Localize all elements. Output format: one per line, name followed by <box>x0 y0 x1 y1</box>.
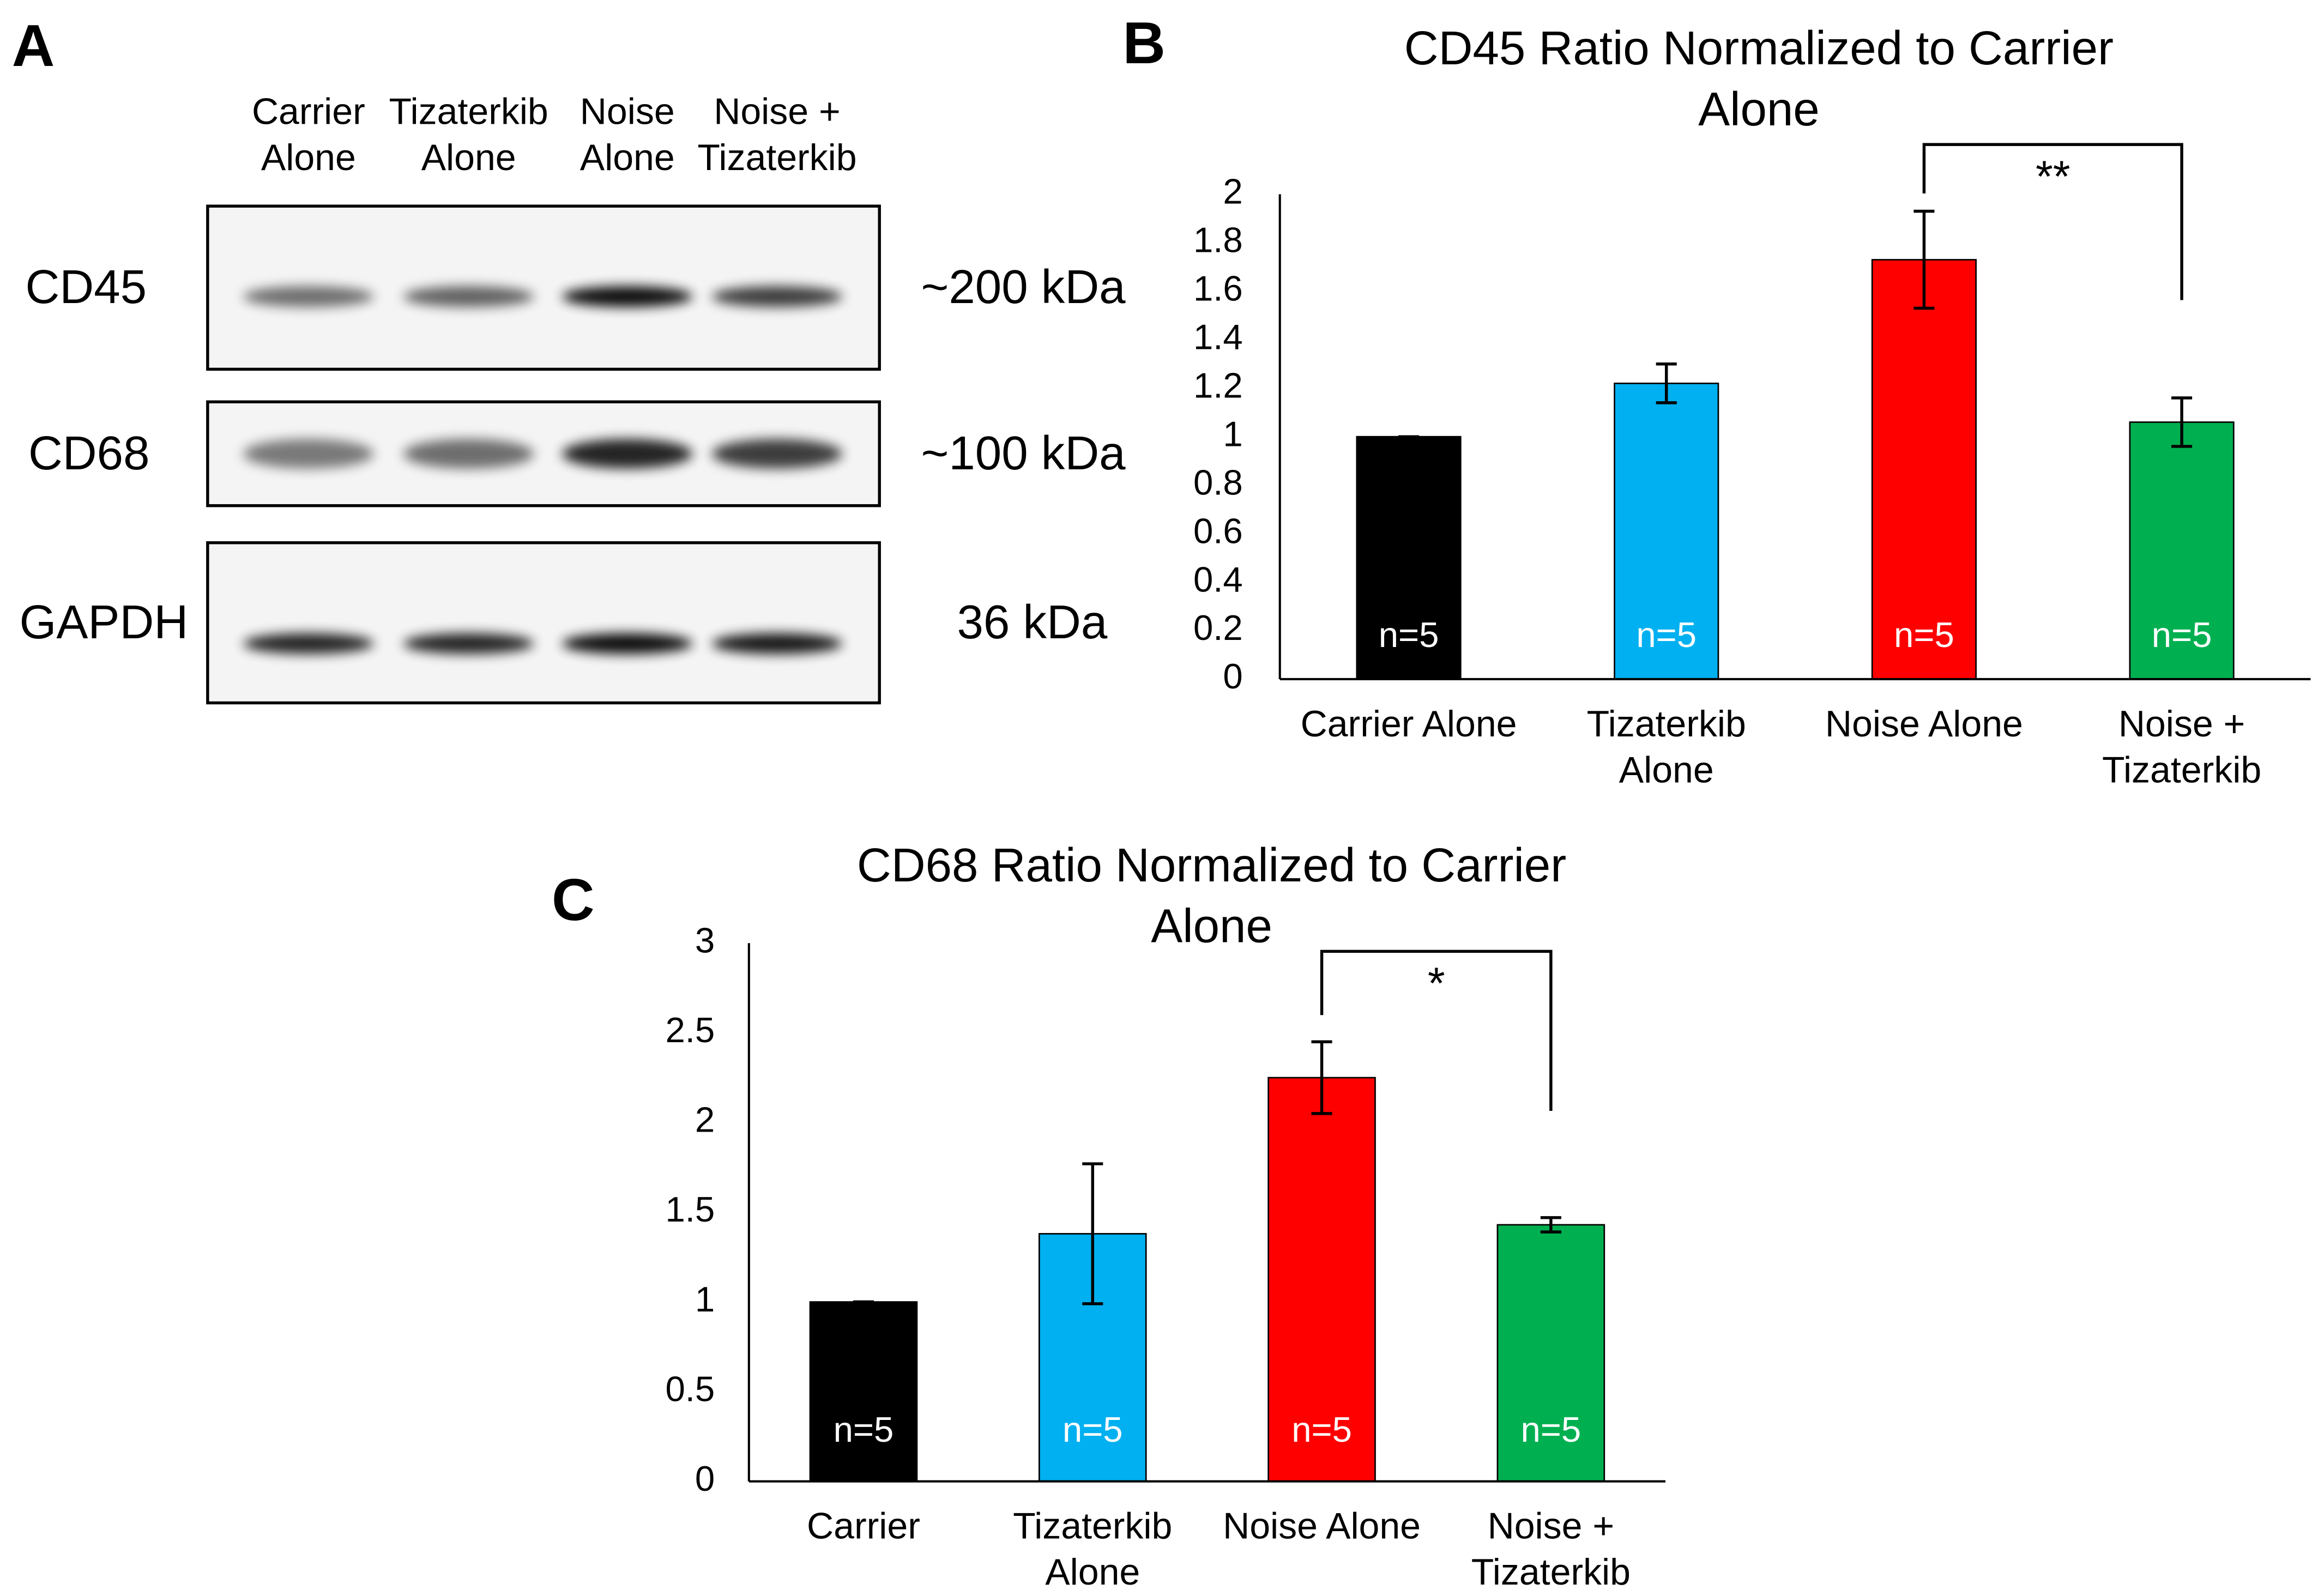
lane-label: Noise <box>580 90 675 132</box>
y-tick-label: 0.5 <box>666 1369 715 1408</box>
y-tick-label: 1.4 <box>1193 317 1243 357</box>
x-tick-label: Carrier <box>807 1506 920 1547</box>
x-tick-label: Noise + <box>1488 1506 1614 1547</box>
blot-band <box>562 286 693 307</box>
bar-label: n=5 <box>1063 1410 1123 1449</box>
bar-label: n=5 <box>1894 615 1954 655</box>
blot-band <box>711 286 843 307</box>
y-tick-label: 0.8 <box>1193 462 1243 502</box>
blot-band <box>562 633 693 654</box>
x-tick-label: Tizaterkib <box>2102 749 2261 790</box>
x-tick-label: Noise Alone <box>1223 1506 1421 1547</box>
blot-band <box>403 439 534 469</box>
y-tick-label: 3 <box>695 920 715 960</box>
x-tick-label: Tizaterkib <box>1587 703 1746 745</box>
bar-label: n=5 <box>2152 615 2212 655</box>
bar <box>1267 1077 1376 1483</box>
y-tick-label: 2.5 <box>666 1010 715 1050</box>
bar-label: n=5 <box>1521 1410 1581 1449</box>
x-tick-label: Tizaterkib <box>1471 1551 1631 1593</box>
lane-label: Tizaterkib <box>389 90 548 132</box>
panel-label: B <box>1122 10 1166 76</box>
bar <box>2129 421 2235 680</box>
x-tick-label: Tizaterkib <box>1013 1506 1172 1547</box>
y-tick-label: 0.6 <box>1193 511 1243 551</box>
bar <box>1871 259 1977 680</box>
blot-band <box>711 633 843 654</box>
chart-title: Alone <box>1698 83 1820 136</box>
blot-band <box>711 439 843 469</box>
lane-label: Alone <box>261 137 356 178</box>
panel-label: C <box>552 867 595 933</box>
x-tick-label: Noise + <box>2118 703 2245 745</box>
y-tick-label: 2 <box>695 1100 715 1140</box>
y-tick-label: 1.5 <box>666 1189 715 1229</box>
lane-label: Tizaterkib <box>697 137 856 178</box>
protein-label: CD45 <box>26 261 147 313</box>
lane-label: Alone <box>580 137 675 178</box>
blot-band <box>243 286 374 307</box>
bar-label: n=5 <box>1291 1410 1352 1449</box>
blot-band <box>562 439 693 469</box>
protein-label: CD68 <box>28 427 150 480</box>
chart-title: CD45 Ratio Normalized to Carrier <box>1404 22 2114 75</box>
y-tick-label: 0 <box>695 1459 715 1498</box>
significance-label: * <box>1428 959 1445 1008</box>
y-tick-label: 0.4 <box>1193 559 1243 599</box>
significance-label: ** <box>2036 152 2070 202</box>
blot-band <box>243 633 374 654</box>
bar-label: n=5 <box>1636 615 1697 655</box>
bar <box>1496 1224 1605 1483</box>
x-tick-label: Alone <box>1619 749 1714 790</box>
x-tick-label: Alone <box>1045 1551 1140 1593</box>
blot-band <box>403 286 534 307</box>
y-tick-label: 1 <box>695 1279 715 1319</box>
bar <box>809 1301 918 1483</box>
bar-label: n=5 <box>1379 615 1439 655</box>
x-tick-label: Carrier Alone <box>1301 703 1517 745</box>
y-tick-label: 2 <box>1223 172 1242 211</box>
y-tick-label: 0.2 <box>1193 608 1243 648</box>
blot-band <box>403 633 534 654</box>
y-tick-label: 1.2 <box>1193 365 1243 405</box>
lane-label: Alone <box>421 137 516 178</box>
panel-label: A <box>12 13 55 79</box>
significance-bracket <box>1922 143 2183 300</box>
significance-bracket <box>1320 950 1553 1111</box>
bar-label: n=5 <box>834 1410 894 1449</box>
y-tick-label: 1 <box>1223 414 1242 454</box>
lane-label: Carrier <box>252 90 365 132</box>
chart-title: Alone <box>1151 900 1272 953</box>
bar <box>1614 382 1719 680</box>
y-tick-label: 1.8 <box>1193 220 1243 260</box>
blot-box <box>206 541 881 705</box>
blot-band <box>243 439 374 469</box>
size-label: 36 kDa <box>957 596 1107 649</box>
x-tick-label: Noise Alone <box>1825 703 2023 745</box>
y-tick-label: 1.6 <box>1193 269 1243 309</box>
chart-title: CD68 Ratio Normalized to Carrier <box>857 839 1566 892</box>
y-tick-label: 0 <box>1223 656 1242 696</box>
size-label: ~100 kDa <box>921 427 1126 480</box>
lane-label: Noise + <box>714 90 840 132</box>
protein-label: GAPDH <box>20 596 189 649</box>
size-label: ~200 kDa <box>921 261 1126 313</box>
